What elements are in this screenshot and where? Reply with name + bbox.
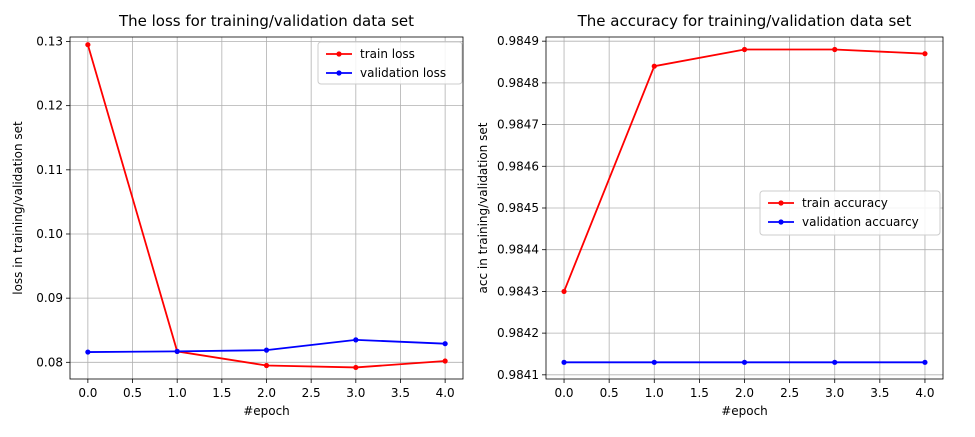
accuracy-data-point xyxy=(922,51,928,57)
accuracy-x-tick-label: 0.0 xyxy=(554,386,573,400)
loss-chart: The loss for training/validation data se… xyxy=(11,12,464,418)
accuracy-chart-ylabel: acc in training/validation set xyxy=(476,122,490,293)
accuracy-legend-label: validation accuarcy xyxy=(802,215,919,229)
accuracy-legend-marker xyxy=(778,219,784,225)
accuracy-x-tick-label: 3.5 xyxy=(870,386,889,400)
loss-x-tick-label: 2.5 xyxy=(302,386,321,400)
loss-y-tick-label: 0.12 xyxy=(36,99,63,113)
accuracy-axes-frame xyxy=(545,36,944,380)
loss-x-tick-label: 3.5 xyxy=(391,386,410,400)
loss-y-tick-label: 0.08 xyxy=(36,355,63,369)
loss-data-point xyxy=(353,337,359,343)
accuracy-y-tick-label: 0.9844 xyxy=(497,243,539,257)
loss-axes-frame xyxy=(69,36,464,380)
accuracy-legend-box xyxy=(759,190,941,236)
accuracy-data-point xyxy=(832,359,838,365)
loss-series-validation xyxy=(85,337,448,355)
accuracy-data-point xyxy=(561,359,567,365)
loss-data-point xyxy=(353,364,359,371)
loss-data-point xyxy=(442,358,448,364)
loss-legend-marker xyxy=(336,70,342,76)
loss-x-tick-label: 4.0 xyxy=(436,386,455,400)
loss-data-point xyxy=(85,349,91,355)
accuracy-legend-marker xyxy=(778,200,784,206)
accuracy-x-tick-label: 1.5 xyxy=(690,386,709,400)
accuracy-y-tick-label: 0.9848 xyxy=(497,76,539,90)
loss-data-point xyxy=(263,347,270,353)
loss-y-tick-label: 0.11 xyxy=(36,163,63,177)
accuracy-y-tick-label: 0.9843 xyxy=(497,284,539,298)
loss-legend-label: validation loss xyxy=(360,66,446,80)
loss-x-tick-label: 0.0 xyxy=(78,386,97,400)
accuracy-y-tick-label: 0.9841 xyxy=(497,368,539,382)
accuracy-data-point xyxy=(651,359,657,365)
accuracy-chart: The accuracy for training/validation dat… xyxy=(476,12,944,418)
loss-legend-label: train loss xyxy=(360,47,415,61)
accuracy-data-point xyxy=(922,359,928,365)
accuracy-y-tick-label: 0.9846 xyxy=(497,159,539,173)
loss-data-point xyxy=(174,348,180,355)
accuracy-chart-title: The accuracy for training/validation dat… xyxy=(577,12,912,30)
accuracy-x-tick-label: 2.5 xyxy=(780,386,799,400)
accuracy-data-point xyxy=(832,46,838,53)
loss-y-tick-label: 0.10 xyxy=(36,227,63,241)
loss-grid xyxy=(70,37,463,379)
loss-data-point xyxy=(442,341,448,347)
loss-chart-ylabel: loss in training/validation set xyxy=(11,121,25,295)
loss-legend-box xyxy=(317,41,463,85)
accuracy-y-tick-label: 0.9845 xyxy=(497,201,539,215)
accuracy-legend: train accuracy validation accuarcy xyxy=(759,190,941,236)
loss-x-tick-label: 0.5 xyxy=(123,386,142,400)
accuracy-y-tick-label: 0.9849 xyxy=(497,34,539,48)
loss-x-tick-label: 1.5 xyxy=(212,386,231,400)
loss-chart-title: The loss for training/validation data se… xyxy=(118,12,414,30)
loss-data-point xyxy=(85,42,91,48)
accuracy-x-tick-label: 3.0 xyxy=(825,386,844,400)
loss-legend-marker xyxy=(336,51,342,57)
accuracy-data-point xyxy=(651,63,657,69)
accuracy-data-point xyxy=(561,288,567,295)
accuracy-y-tick-label: 0.9847 xyxy=(497,118,539,132)
loss-x-tick-label: 2.0 xyxy=(257,386,276,400)
accuracy-y-tick-label: 0.9842 xyxy=(497,326,539,340)
loss-x-tick-label: 1.0 xyxy=(168,386,187,400)
loss-legend: train loss validation loss xyxy=(317,41,463,85)
loss-y-tick-label: 0.09 xyxy=(36,291,63,305)
accuracy-x-tick-label: 1.0 xyxy=(645,386,664,400)
loss-x-tick-label: 3.0 xyxy=(346,386,365,400)
accuracy-x-tick-label: 0.5 xyxy=(600,386,619,400)
loss-y-tick-label: 0.13 xyxy=(36,34,63,48)
accuracy-data-point xyxy=(741,359,748,365)
accuracy-chart-xlabel: #epoch xyxy=(721,404,768,418)
accuracy-legend-label: train accuracy xyxy=(802,196,888,210)
loss-chart-xlabel: #epoch xyxy=(243,404,290,418)
loss-data-point xyxy=(263,362,270,369)
accuracy-x-tick-label: 2.0 xyxy=(735,386,754,400)
accuracy-x-tick-label: 4.0 xyxy=(915,386,934,400)
accuracy-data-point xyxy=(741,46,748,53)
accuracy-series-train xyxy=(561,46,928,295)
accuracy-series-validation xyxy=(561,359,928,365)
